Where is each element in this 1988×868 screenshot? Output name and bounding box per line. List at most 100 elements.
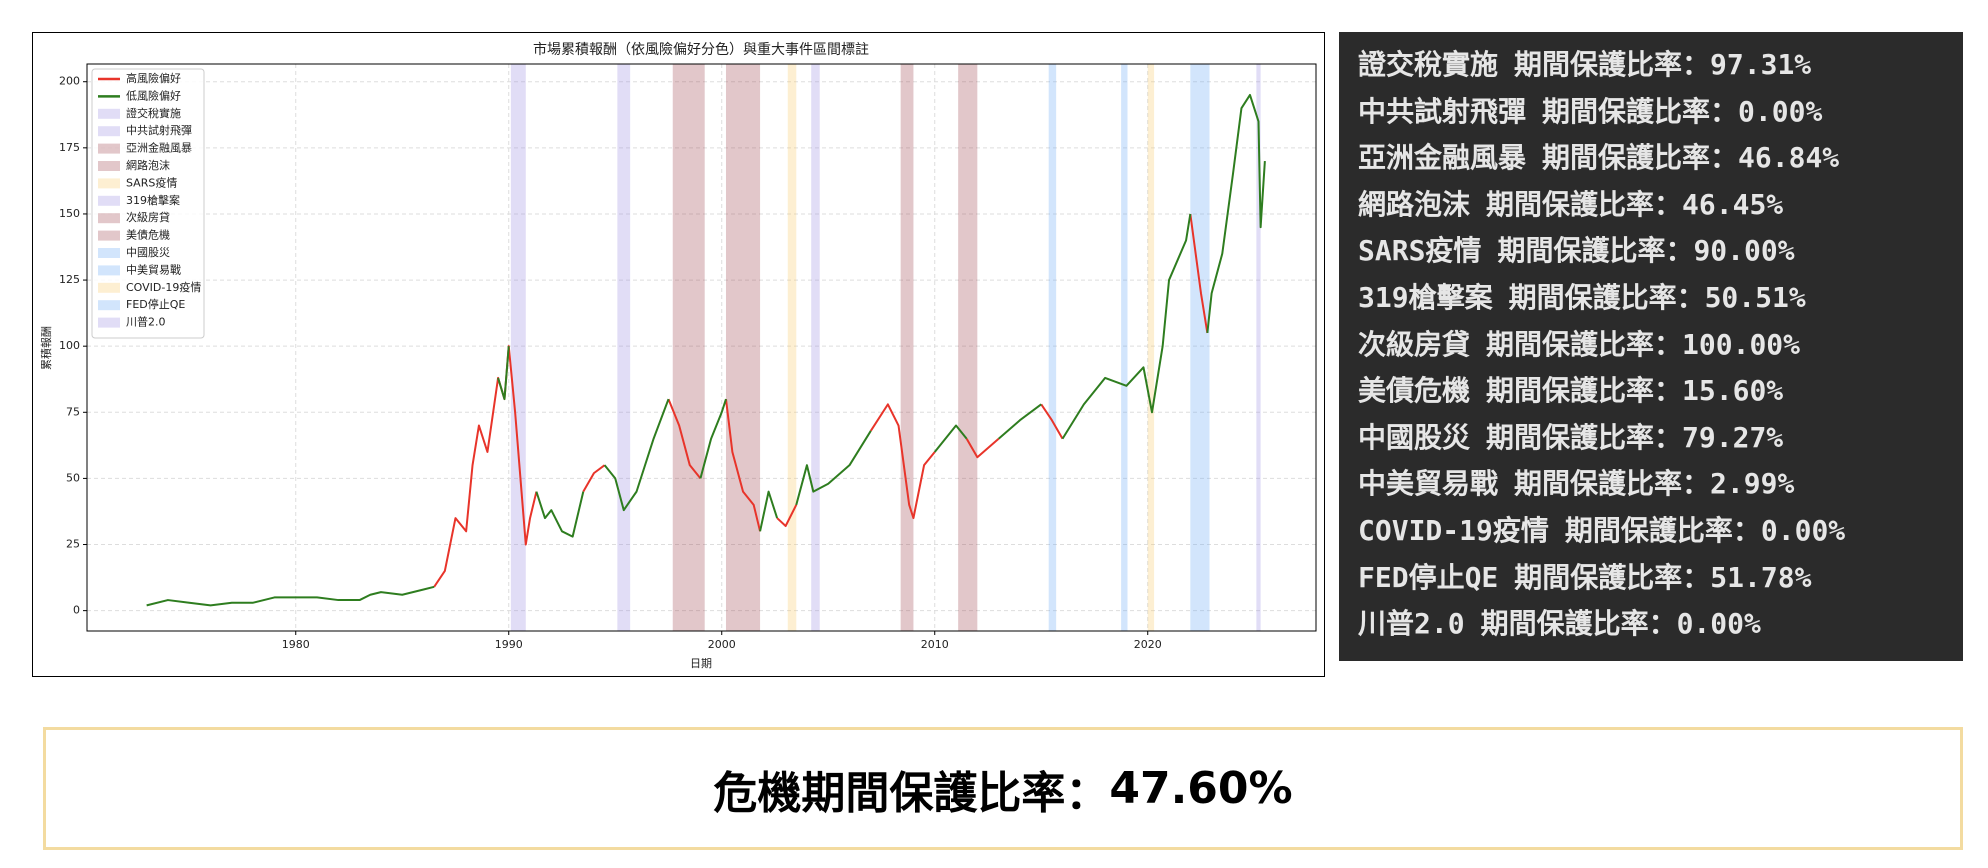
legend-label: 次級房貸 <box>126 210 170 224</box>
plot-frame <box>86 63 1317 632</box>
panel-text: 期間保護比率：97.31% <box>1514 48 1812 81</box>
legend-label: 川普2.0 <box>126 315 166 329</box>
y-tick-label: 175 <box>59 141 80 154</box>
y-tick-label: 100 <box>59 339 80 352</box>
y-tick-label: 125 <box>59 273 80 286</box>
y-tick-label: 150 <box>59 207 80 220</box>
panel-text: 期間保護比率：90.00% <box>1497 234 1795 268</box>
legend-label: 亞洲金融風暴 <box>126 141 192 155</box>
legend-label: 低風險偏好 <box>126 88 181 102</box>
legend-label: 中共試射飛彈 <box>126 123 192 137</box>
summary-label: 危機期間保護比率： <box>713 767 1110 819</box>
legend-box <box>91 68 205 339</box>
series-line <box>433 213 1209 588</box>
summary-box: 危機期間保護比率： 47.60% <box>43 727 1963 850</box>
series-line <box>146 93 1266 607</box>
legend-label: 美債危機 <box>126 228 170 242</box>
panel-row: 網路泡沫 期間保護比率：46.45% <box>1358 182 1963 229</box>
panel-name: 網路泡沫 <box>1358 187 1471 221</box>
legend-label: 證交稅實施 <box>126 106 181 120</box>
x-axis-label: 日期 <box>690 657 712 670</box>
event-band <box>1147 64 1155 631</box>
panel-text: 期間保護比率：15.60% <box>1486 374 1784 408</box>
event-band <box>958 64 978 631</box>
legend-label: 中美貿易戰 <box>126 263 181 276</box>
event-band <box>900 64 914 631</box>
event-band <box>787 64 797 631</box>
x-tick-label: 2010 <box>921 638 949 651</box>
panel-name: 川普2.0 <box>1358 607 1465 641</box>
panel-name: 亞洲金融風暴 <box>1358 141 1527 175</box>
legend-label: 319槍擊案 <box>126 193 180 207</box>
y-tick-label: 0 <box>73 604 80 617</box>
panel-row: 中國股災 期間保護比率：79.27% <box>1358 415 1963 462</box>
panel-row: 證交稅實施 期間保護比率：97.31% <box>1358 42 1963 89</box>
legend-swatch <box>98 195 120 206</box>
panel-name: 中共試射飛彈 <box>1358 94 1527 128</box>
panel-text: 期間保護比率：100.00% <box>1486 327 1801 361</box>
panel-row: 亞洲金融風暴 期間保護比率：46.84% <box>1358 135 1963 182</box>
panel-row: 中美貿易戰 期間保護比率：2.99% <box>1358 461 1963 508</box>
legend-label: COVID-19疫情 <box>126 280 201 294</box>
event-band <box>1048 64 1057 631</box>
x-tick-label: 2000 <box>708 638 736 651</box>
panel-name: 中國股災 <box>1358 420 1471 454</box>
panel-row: COVID-19疫情 期間保護比率：0.00% <box>1358 508 1963 555</box>
legend-swatch <box>98 161 120 171</box>
legend-swatch <box>98 300 120 311</box>
panel-text: 期間保護比率：79.27% <box>1486 420 1784 454</box>
x-tick-label: 1990 <box>495 638 523 651</box>
x-tick-label: 2020 <box>1134 638 1162 651</box>
panel-text: 期間保護比率：2.99% <box>1514 467 1795 501</box>
panel-text: 期間保護比率：50.51% <box>1508 280 1806 314</box>
legend-label: FED停止QE <box>126 297 185 311</box>
legend-swatch <box>98 282 120 293</box>
legend-label: 網路泡沫 <box>126 158 170 172</box>
panel-name: COVID-19疫情 <box>1358 513 1549 547</box>
legend-swatch <box>98 230 120 241</box>
event-band <box>617 64 631 631</box>
y-tick-label: 75 <box>66 405 80 418</box>
event-band <box>1121 64 1128 631</box>
panel-name: 證交稅實施 <box>1358 48 1499 81</box>
panel-name: 中美貿易戰 <box>1358 467 1499 501</box>
legend-swatch <box>98 143 120 154</box>
panel-name: FED停止QE <box>1358 560 1499 594</box>
legend-label: 高風險偏好 <box>126 71 181 85</box>
y-tick-label: 50 <box>66 471 80 484</box>
panel-name: 319槍擊案 <box>1358 280 1493 314</box>
panel-row: 美債危機 期間保護比率：15.60% <box>1358 368 1963 415</box>
panel-name: 次級房貸 <box>1358 327 1471 361</box>
legend-swatch <box>98 248 120 258</box>
panel-name: 美債危機 <box>1358 374 1471 408</box>
legend-label: 中國股災 <box>126 246 170 259</box>
chart-title: 市場累積報酬（依風險偏好分色）與重大事件區間標註 <box>533 41 869 58</box>
panel-row: 319槍擊案 期間保護比率：50.51% <box>1358 275 1963 322</box>
legend-swatch <box>98 178 120 189</box>
legend-label: SARS疫情 <box>126 175 177 189</box>
event-band <box>510 64 526 631</box>
y-tick-label: 25 <box>66 538 80 551</box>
panel-row: FED停止QE 期間保護比率：51.78% <box>1358 555 1963 602</box>
panel-row: 川普2.0 期間保護比率：0.00% <box>1358 601 1963 648</box>
panel-text: 期間保護比率：46.84% <box>1542 141 1840 175</box>
panel-row: 中共試射飛彈 期間保護比率：0.00% <box>1358 89 1963 136</box>
event-band <box>672 64 705 631</box>
legend-swatch <box>98 108 120 119</box>
panel-row: 次級房貸 期間保護比率：100.00% <box>1358 322 1963 369</box>
y-axis-label: 累積報酬 <box>39 326 53 370</box>
panel-text: 期間保護比率：51.78% <box>1514 560 1812 594</box>
panel-text: 期間保護比率：46.45% <box>1486 187 1784 221</box>
legend-swatch <box>98 317 120 328</box>
protection-panel: 證交稅實施 期間保護比率：97.31% 中共試射飛彈 期間保護比率：0.00% 亞洲金融… <box>1339 32 1963 661</box>
event-band <box>811 64 820 631</box>
event-band <box>1256 64 1261 631</box>
legend-swatch <box>98 265 120 276</box>
panel-text: 期間保護比率：0.00% <box>1480 607 1761 641</box>
panel-row: SARS疫情 期間保護比率：90.00% <box>1358 228 1963 275</box>
event-band <box>725 64 761 631</box>
summary-value: 47.60% <box>1109 763 1293 814</box>
chart: 市場累積報酬（依風險偏好分色）與重大事件區間標註 日期 累積報酬 0 25 50 75… <box>32 32 1325 677</box>
event-band <box>1190 64 1210 631</box>
